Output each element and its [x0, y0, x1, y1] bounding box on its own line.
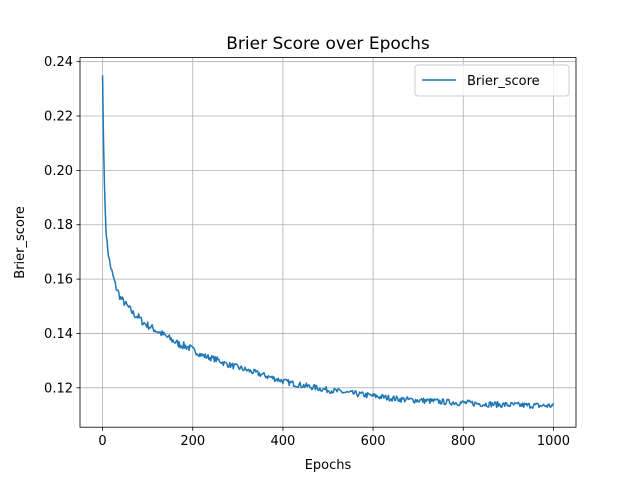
series-line-brier-score	[101, 75, 555, 410]
x-axis-label: Epochs	[305, 458, 352, 473]
y-tick-label: 0.24	[44, 55, 73, 70]
y-tick-label: 0.22	[44, 110, 73, 125]
legend-label: Brier_score	[467, 74, 540, 89]
y-tick-label: 0.14	[44, 327, 73, 342]
y-tick-label: 0.18	[44, 218, 73, 233]
x-tick-label: 600	[361, 434, 386, 449]
y-tick-label: 0.20	[44, 164, 73, 179]
legend-box	[414, 64, 570, 97]
legend: Brier_score	[414, 64, 570, 97]
x-tick-label: 1000	[537, 434, 570, 449]
y-tick-label: 0.12	[44, 381, 73, 396]
x-tick-label: 400	[270, 434, 295, 449]
x-tick-label: 200	[180, 434, 205, 449]
y-axis-label: Brier_score	[13, 206, 28, 279]
plot-frame	[79, 57, 577, 428]
axis-ticks: 0 200 400 600 800 1000 0.12 0.14 0.16 0.18 0.20 0.2…	[44, 55, 570, 449]
x-tick-label: 800	[451, 434, 476, 449]
chart-title: Brier Score over Epochs	[226, 34, 430, 54]
y-tick-label: 0.16	[44, 273, 73, 288]
x-tick-label: 0	[98, 434, 106, 449]
